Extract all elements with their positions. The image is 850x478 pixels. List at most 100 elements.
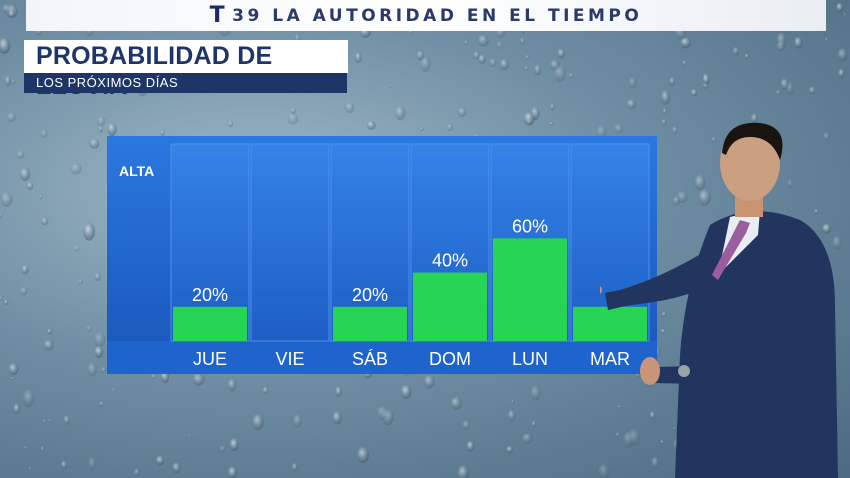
rain-drop bbox=[400, 384, 412, 399]
rain-drop bbox=[455, 395, 458, 399]
rain-drop bbox=[3, 299, 9, 305]
rain-drop bbox=[457, 107, 467, 118]
head bbox=[720, 125, 780, 201]
rain-drop bbox=[13, 403, 21, 414]
tick-label-sáb: SÁB bbox=[352, 349, 388, 369]
rain-drop bbox=[420, 56, 431, 72]
rain-drop bbox=[16, 150, 25, 160]
tick-label-mar: MAR bbox=[590, 349, 630, 369]
rain-drop bbox=[63, 415, 71, 425]
rain-drop bbox=[89, 138, 100, 149]
rain-drop bbox=[0, 296, 3, 301]
rain-drop bbox=[228, 120, 233, 128]
rain-drop bbox=[39, 195, 42, 200]
right-arm bbox=[652, 265, 834, 385]
title-card: PROBABILIDAD DE LLUVIA LOS PRÓXIMOS DÍAS bbox=[24, 40, 348, 100]
rain-drop bbox=[227, 378, 237, 392]
telemundo-logo-icon: T bbox=[209, 3, 229, 28]
rain-drop bbox=[745, 53, 749, 59]
rain-drop bbox=[134, 468, 140, 476]
rain-drop bbox=[8, 362, 19, 376]
rain-drop bbox=[28, 467, 32, 471]
rain-drop bbox=[19, 286, 28, 296]
rain-drop bbox=[416, 50, 425, 61]
rain-drop bbox=[42, 419, 47, 424]
rain-drop bbox=[519, 37, 526, 45]
rain-drop bbox=[496, 41, 504, 49]
rain-drop bbox=[478, 54, 486, 64]
rain-drop bbox=[680, 37, 691, 49]
rain-drop bbox=[2, 4, 11, 14]
right-hand bbox=[640, 357, 660, 385]
rain-drop bbox=[0, 37, 11, 54]
data-label-sáb: 20% bbox=[352, 285, 388, 305]
rain-drop bbox=[188, 434, 191, 437]
rain-drop bbox=[550, 103, 555, 111]
rain-probability-chart: ALTA 20% 20% 40% 60% JUE VIE SÁB DOM LUN MAR bbox=[107, 136, 657, 378]
rain-drop bbox=[287, 112, 299, 125]
rain-drop bbox=[776, 41, 786, 52]
rain-drop bbox=[531, 420, 536, 428]
rain-drop bbox=[332, 411, 342, 425]
chart-subtitle: LOS PRÓXIMOS DÍAS bbox=[24, 73, 347, 93]
rain-drop bbox=[525, 117, 533, 126]
rain-drop bbox=[376, 405, 388, 420]
rain-drop bbox=[836, 3, 844, 12]
rain-drop bbox=[703, 78, 709, 83]
rain-drop bbox=[229, 438, 239, 452]
watch-icon bbox=[678, 365, 690, 377]
rain-drop bbox=[420, 126, 424, 131]
banner-text: 39 LA AUTORIDAD EN EL TIEMPO bbox=[232, 5, 643, 26]
bar-sáb bbox=[333, 306, 407, 341]
rain-drop bbox=[389, 84, 392, 88]
rain-drop bbox=[172, 462, 181, 474]
rain-drop bbox=[83, 222, 95, 241]
tick-label-dom: DOM bbox=[429, 349, 471, 369]
rain-drop bbox=[489, 58, 497, 67]
chart-title: PROBABILIDAD DE LLUVIA bbox=[24, 40, 348, 100]
rain-drop bbox=[702, 81, 709, 89]
rain-drop bbox=[447, 123, 453, 131]
rain-drop bbox=[809, 86, 816, 95]
weather-presenter bbox=[600, 122, 838, 478]
rain-drop bbox=[94, 272, 101, 282]
rain-drop bbox=[669, 77, 676, 86]
rain-drop bbox=[26, 181, 34, 190]
rain-drop bbox=[794, 37, 803, 49]
rain-drop bbox=[23, 389, 35, 408]
rain-drop bbox=[554, 65, 566, 83]
rain-drop bbox=[366, 120, 376, 130]
rain-drop bbox=[381, 408, 394, 426]
rain-drop bbox=[473, 51, 481, 60]
rain-drop bbox=[8, 10, 16, 19]
rain-drop bbox=[557, 48, 566, 59]
rain-drop bbox=[74, 245, 80, 252]
rain-drop bbox=[530, 106, 540, 121]
hair bbox=[722, 122, 783, 160]
rain-drop bbox=[4, 75, 12, 86]
bar-dom bbox=[413, 272, 487, 341]
rain-drop bbox=[628, 76, 637, 89]
rain-drop bbox=[155, 455, 165, 466]
rain-drop bbox=[530, 385, 541, 401]
tick-label-jue: JUE bbox=[193, 349, 227, 369]
rain-drop bbox=[626, 99, 637, 110]
rain-drop bbox=[160, 129, 165, 136]
rain-drop bbox=[101, 366, 106, 373]
y-axis-top-label: ALTA bbox=[119, 163, 154, 179]
bar-jue bbox=[173, 306, 247, 341]
rain-drop bbox=[292, 463, 298, 472]
rain-drop bbox=[550, 59, 560, 71]
rain-drop bbox=[522, 433, 533, 444]
rain-drop bbox=[48, 418, 52, 423]
rain-drop bbox=[107, 122, 117, 137]
rain-drop bbox=[86, 325, 92, 332]
rain-drop bbox=[525, 54, 530, 60]
rain-drop bbox=[775, 89, 782, 96]
rain-drop bbox=[506, 446, 513, 454]
rain-drop bbox=[21, 264, 29, 275]
rain-drop bbox=[98, 125, 103, 133]
rain-drop bbox=[97, 116, 106, 127]
rain-drop bbox=[732, 46, 740, 56]
rain-drop bbox=[335, 386, 342, 397]
